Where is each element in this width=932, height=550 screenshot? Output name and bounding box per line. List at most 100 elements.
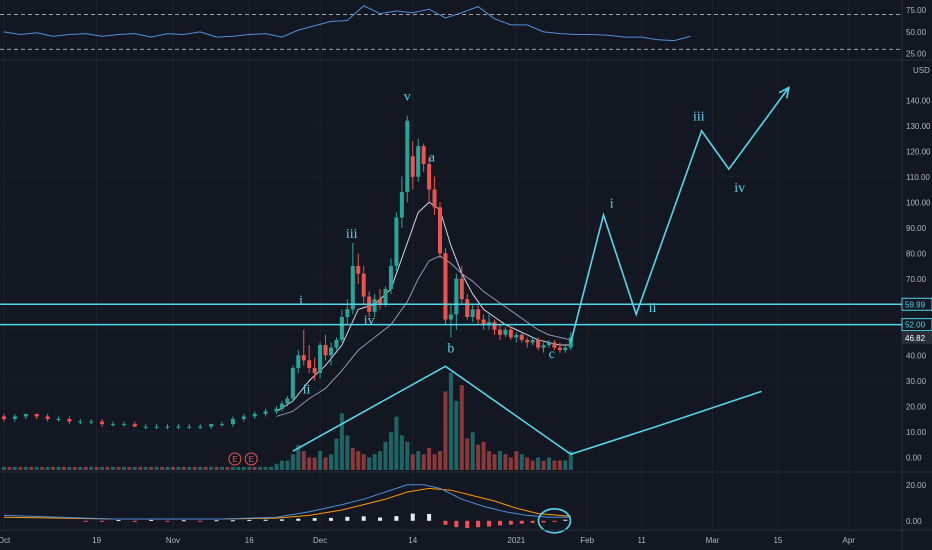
volume-bar: [18, 466, 23, 470]
volume-bar: [563, 460, 568, 470]
macd-hist-bar: [214, 520, 219, 522]
last-price-box: 46.82: [902, 331, 932, 344]
volume-bar: [34, 466, 39, 470]
volume-bar: [361, 454, 366, 470]
volume-bar: [405, 441, 410, 470]
time-tick-label: Feb: [580, 536, 594, 545]
macd-tick-label: 0.00: [906, 517, 922, 526]
volume-bar: [388, 432, 393, 470]
volume-bar: [143, 466, 148, 470]
wave-label: ii: [303, 383, 311, 398]
volume-bar: [192, 466, 197, 470]
volume-trendline: [292, 365, 762, 456]
macd-hist-bar: [83, 520, 88, 522]
volume-bar: [40, 466, 45, 470]
candle-body: [487, 322, 492, 325]
volume-bar: [94, 466, 99, 470]
candle-body: [301, 355, 306, 361]
macd-hist-bar: [247, 519, 252, 521]
candle-body: [187, 426, 192, 428]
volume-bar: [187, 466, 192, 470]
candle-body: [323, 345, 328, 356]
wave-label: a: [429, 150, 436, 165]
candle-body: [481, 319, 486, 325]
volume-bar: [247, 466, 252, 470]
rsi-tick-label: 25.00: [906, 50, 927, 59]
ema-slow-line: [276, 255, 571, 417]
candle-body: [492, 322, 497, 330]
macd-panel: [3, 484, 572, 534]
time-tick-label: Apr: [843, 536, 856, 545]
wave-label: b: [447, 342, 454, 357]
candle-body: [372, 299, 377, 312]
candle-body: [230, 419, 235, 425]
macd-hist-bar: [552, 520, 557, 522]
price-tick-label: 100.00: [906, 198, 931, 207]
candle-body: [263, 411, 268, 414]
volume-bar: [89, 466, 94, 470]
volume-bar: [356, 451, 361, 470]
volume-bar: [198, 466, 203, 470]
candle-body: [307, 360, 312, 368]
macd-highlight-circle: [537, 507, 572, 534]
candle-body: [274, 408, 279, 412]
candle-body: [350, 266, 355, 310]
volume-bar: [127, 466, 132, 470]
volume-bar: [552, 460, 557, 470]
candle-body: [557, 347, 562, 351]
candle-body: [356, 266, 361, 274]
volume-bar: [176, 466, 181, 470]
macd-hist-bar: [563, 519, 568, 521]
wave-label: iv: [734, 181, 745, 196]
candle-body: [220, 424, 224, 426]
volume-bar: [378, 451, 383, 470]
price-tick-label: 40.00: [906, 351, 927, 360]
volume-bar: [487, 451, 492, 470]
volume-bar: [100, 466, 105, 470]
candle-body: [427, 164, 432, 190]
candle-body: [154, 426, 159, 428]
wave-arrowhead: [778, 86, 790, 99]
volume-bar: [209, 466, 214, 470]
volume-bar: [160, 466, 165, 470]
volume-bar: [23, 466, 28, 470]
candle-body: [530, 339, 535, 343]
price-label-text: 52.00: [905, 321, 926, 330]
macd-hist-bar: [263, 519, 268, 521]
volume-bar: [83, 466, 88, 470]
volume-bar: [67, 466, 72, 470]
volume-bar: [165, 466, 170, 470]
volume-bar: [132, 466, 137, 470]
macd-hist-bar: [132, 520, 137, 522]
candle-body: [432, 189, 437, 208]
time-tick-label: Dec: [313, 536, 327, 545]
time-tick-label: 15: [773, 536, 782, 545]
volume-bar: [421, 454, 426, 470]
candle-body: [503, 329, 508, 335]
volume-bar: [296, 444, 301, 470]
macd-hist-bar: [487, 520, 492, 527]
candle-body: [165, 426, 170, 428]
macd-hist-bar: [181, 520, 186, 522]
volume-bar: [78, 466, 83, 470]
price-tick-label: 80.00: [906, 249, 927, 258]
volume-bar: [258, 466, 263, 470]
volume-bar: [236, 466, 241, 470]
volume-bar: [557, 460, 562, 470]
candle-body: [339, 317, 344, 340]
candle-body: [416, 146, 421, 177]
last-price-text: 46.82: [905, 334, 926, 343]
volume-bar: [547, 457, 551, 470]
volume-bar: [323, 457, 328, 470]
volume-bar: [154, 466, 159, 470]
volume-bar: [51, 466, 56, 470]
price-tick-label: 0.00: [906, 453, 922, 462]
volume-bar: [312, 457, 317, 470]
candle-body: [552, 342, 557, 348]
macd-hist-bar: [541, 520, 546, 523]
last-price-bg: [902, 331, 932, 344]
volume-bar: [241, 466, 246, 470]
candle-body: [290, 368, 295, 399]
wave-label: i: [299, 293, 303, 308]
